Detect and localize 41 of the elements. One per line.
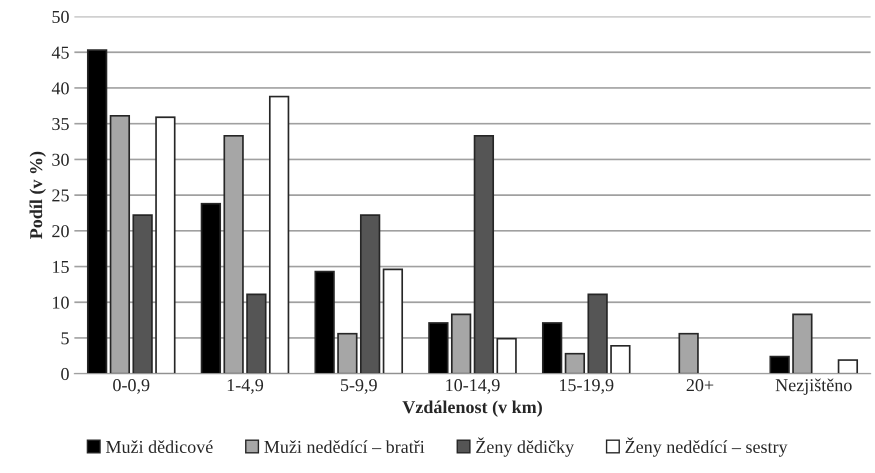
y-tick-label: 5 <box>62 332 69 344</box>
bar <box>428 322 449 374</box>
y-tick-label: 0 <box>61 368 69 380</box>
bar <box>155 116 176 374</box>
bar <box>246 294 267 374</box>
legend-label: Ženy nedědící – sestry <box>626 437 788 457</box>
bar <box>587 294 608 374</box>
bar <box>474 134 494 374</box>
y-tick-label: 20 <box>52 225 69 238</box>
x-tick-label: 5-9,9 <box>340 379 377 394</box>
bar <box>496 338 517 374</box>
bar <box>314 270 335 374</box>
x-tick-label: 10-14,9 <box>446 379 500 394</box>
bar <box>132 214 153 374</box>
x-tick-label: Nezjištěno <box>776 378 852 395</box>
x-tick-label: 1-4,9 <box>228 379 264 394</box>
x-tick-label: 0-0,9 <box>113 379 150 394</box>
y-tick-label: 15 <box>53 260 69 273</box>
bar <box>360 214 380 374</box>
y-axis-title: Podíl (v %) <box>30 152 46 239</box>
x-tick-label: 20+ <box>686 379 714 392</box>
bar <box>838 359 858 374</box>
bar <box>542 322 562 374</box>
x-axis-title: Vzdálenost (v km) <box>402 400 542 417</box>
y-tick-label: 45 <box>52 46 69 59</box>
bar <box>382 268 404 374</box>
y-tick-label: 30 <box>52 154 69 166</box>
bar <box>200 202 222 374</box>
legend-label: Muži dědicové <box>106 440 213 454</box>
y-tick-label: 25 <box>52 189 69 202</box>
y-tick-label: 35 <box>52 118 69 130</box>
bar <box>769 356 790 374</box>
bar <box>268 96 290 374</box>
bar <box>86 49 108 374</box>
x-tick-label: 15-19,9 <box>560 379 614 394</box>
y-tick-label: 10 <box>53 296 69 309</box>
bar <box>610 344 631 374</box>
y-tick-label: 40 <box>52 82 69 94</box>
legend-label: Muži nedědící – bratři <box>264 440 424 454</box>
legend-label: Ženy dědičky <box>476 437 574 457</box>
y-tick-label: 50 <box>52 10 69 23</box>
